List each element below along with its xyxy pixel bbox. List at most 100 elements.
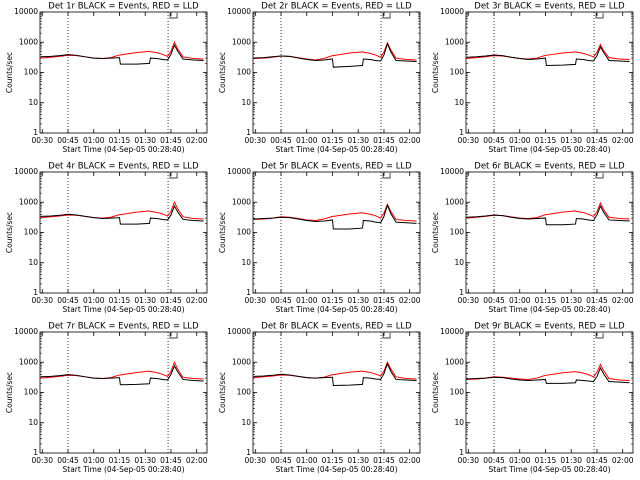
- series-line: [40, 204, 204, 225]
- y-axis-label: Counts/sec: [431, 372, 440, 413]
- x-tick-label: 01:30: [134, 456, 156, 465]
- x-tick-label: 00:30: [31, 296, 53, 305]
- x-tick-label: 00:45: [483, 456, 505, 465]
- y-tick-label: 10: [241, 258, 251, 267]
- x-tick-label: 01:00: [296, 296, 318, 305]
- x-tick-label: 00:45: [270, 456, 292, 465]
- series-line: [253, 203, 417, 230]
- x-tick-label: 00:30: [244, 296, 266, 305]
- chart-title: Det 8r BLACK = Events, RED = LLD: [261, 322, 412, 332]
- y-tick-label: 1000: [19, 357, 38, 366]
- chart-title: Det 1r BLACK = Events, RED = LLD: [48, 2, 199, 12]
- y-tick-label: 1000: [19, 37, 38, 46]
- series-line: [40, 364, 204, 386]
- y-tick-label: 1000: [445, 37, 464, 46]
- series-line: [253, 42, 417, 68]
- x-tick-label: 02:00: [612, 296, 634, 305]
- x-tick-label: 01:15: [322, 136, 344, 145]
- x-axis-label: Start Time (04-Sep-05 00:28:40): [276, 305, 398, 314]
- x-tick-label: 00:45: [483, 296, 505, 305]
- x-axis-label: Start Time (04-Sep-05 00:28:40): [489, 305, 611, 314]
- x-tick-label: 01:15: [535, 456, 557, 465]
- marker-bracket: [169, 333, 178, 339]
- x-tick-label: 01:15: [109, 456, 131, 465]
- marker-bracket: [382, 333, 391, 339]
- y-tick-label: 10: [454, 258, 464, 267]
- y-tick-label: 10000: [14, 167, 38, 176]
- y-axis-label: Counts/sec: [5, 52, 14, 93]
- marker-bracket: [382, 173, 391, 179]
- y-axis-label: Counts/sec: [218, 52, 227, 93]
- series-line: [466, 45, 630, 67]
- marker-bracket: [382, 13, 391, 19]
- y-axis-label: Counts/sec: [5, 212, 14, 253]
- y-tick-label: 10000: [227, 327, 251, 336]
- x-tick-label: 01:00: [296, 456, 318, 465]
- y-tick-label: 10000: [227, 167, 251, 176]
- y-tick-label: 100: [237, 388, 252, 397]
- x-tick-label: 01:45: [160, 136, 182, 145]
- x-tick-label: 01:45: [586, 456, 608, 465]
- y-tick-label: 1: [246, 288, 251, 297]
- y-tick-label: 1000: [232, 357, 251, 366]
- marker-bracket: [595, 173, 604, 179]
- x-tick-label: 01:45: [373, 456, 395, 465]
- x-tick-label: 01:30: [134, 136, 156, 145]
- x-tick-label: 02:00: [399, 456, 421, 465]
- x-tick-label: 01:45: [373, 296, 395, 305]
- x-tick-label: 00:30: [457, 136, 479, 145]
- y-tick-label: 100: [24, 388, 39, 397]
- x-tick-label: 00:30: [244, 456, 266, 465]
- marker-bracket: [595, 333, 604, 339]
- chart-title: Det 3r BLACK = Events, RED = LLD: [474, 2, 625, 12]
- y-tick-label: 10000: [14, 7, 38, 16]
- x-tick-label: 01:00: [509, 296, 531, 305]
- x-axis-label: Start Time (04-Sep-05 00:28:40): [489, 145, 611, 154]
- chart-title: Det 9r BLACK = Events, RED = LLD: [474, 322, 625, 332]
- x-tick-label: 02:00: [186, 456, 208, 465]
- chart-title: Det 5r BLACK = Events, RED = LLD: [261, 162, 412, 172]
- y-tick-label: 10: [241, 98, 251, 107]
- x-tick-label: 01:45: [160, 456, 182, 465]
- x-tick-label: 00:45: [57, 456, 79, 465]
- y-tick-label: 10: [454, 98, 464, 107]
- y-tick-label: 100: [237, 68, 252, 77]
- y-tick-label: 1: [459, 288, 464, 297]
- x-axis-label: Start Time (04-Sep-05 00:28:40): [63, 305, 185, 314]
- y-tick-label: 10: [241, 418, 251, 427]
- x-tick-label: 02:00: [186, 136, 208, 145]
- x-tick-label: 01:30: [134, 296, 156, 305]
- y-tick-label: 10000: [14, 327, 38, 336]
- y-tick-label: 1000: [232, 197, 251, 206]
- chart-title: Det 2r BLACK = Events, RED = LLD: [261, 2, 412, 12]
- x-tick-label: 00:45: [57, 136, 79, 145]
- x-tick-label: 00:45: [270, 296, 292, 305]
- x-tick-label: 01:00: [509, 456, 531, 465]
- y-tick-label: 100: [450, 388, 465, 397]
- chart-title: Det 4r BLACK = Events, RED = LLD: [48, 162, 199, 172]
- y-tick-label: 10: [454, 418, 464, 427]
- x-tick-label: 01:30: [560, 136, 582, 145]
- x-tick-label: 00:30: [31, 456, 53, 465]
- y-tick-label: 100: [450, 68, 465, 77]
- y-tick-label: 100: [24, 68, 39, 77]
- x-tick-label: 01:15: [322, 456, 344, 465]
- y-axis-label: Counts/sec: [218, 372, 227, 413]
- y-tick-label: 1: [459, 128, 464, 137]
- x-tick-label: 01:30: [347, 456, 369, 465]
- x-tick-label: 01:15: [109, 136, 131, 145]
- y-axis-label: Counts/sec: [431, 212, 440, 253]
- x-tick-label: 01:15: [535, 296, 557, 305]
- y-tick-label: 10000: [440, 167, 464, 176]
- x-tick-label: 01:30: [347, 136, 369, 145]
- y-tick-label: 1000: [232, 37, 251, 46]
- x-tick-label: 00:30: [244, 136, 266, 145]
- x-tick-label: 01:15: [535, 136, 557, 145]
- x-tick-label: 01:30: [560, 296, 582, 305]
- series-line: [253, 362, 417, 387]
- x-tick-label: 01:00: [83, 136, 105, 145]
- x-axis-label: Start Time (04-Sep-05 00:28:40): [489, 465, 611, 474]
- y-tick-label: 1: [33, 448, 38, 457]
